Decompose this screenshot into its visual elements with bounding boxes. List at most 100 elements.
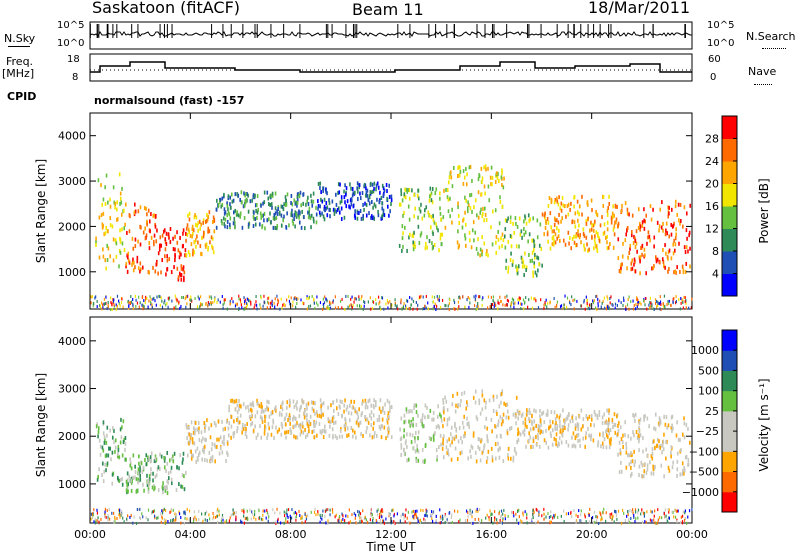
velocity-cell xyxy=(394,521,396,525)
velocity-cell xyxy=(668,516,670,520)
velocity-cell xyxy=(501,519,504,523)
velocity-cell xyxy=(435,425,438,430)
power-cell xyxy=(473,304,476,308)
power-cell xyxy=(300,298,302,302)
velocity-cell xyxy=(194,449,197,454)
velocity-cell xyxy=(267,513,269,517)
velocity-cell xyxy=(338,516,340,520)
velocity-cell xyxy=(487,449,490,454)
velocity-cell xyxy=(183,510,185,514)
velocity-cell xyxy=(602,510,604,514)
velocity-cell xyxy=(189,439,191,444)
power-cell xyxy=(90,301,92,305)
power-cell xyxy=(139,224,141,229)
power-cell xyxy=(317,204,320,209)
power-cell xyxy=(205,242,208,247)
velocity-cell xyxy=(209,517,211,521)
velocity-cell xyxy=(238,398,240,403)
velocity-cell xyxy=(412,514,414,518)
velocity-cell xyxy=(358,510,360,514)
power-cell xyxy=(295,200,297,205)
xtick-label: 00:00 xyxy=(74,528,106,541)
velocity-cell xyxy=(310,400,313,405)
velocity-cell xyxy=(197,452,200,457)
power-cell xyxy=(449,196,451,201)
velocity-cell xyxy=(304,512,306,516)
velocity-cell xyxy=(631,453,633,458)
power-cell xyxy=(112,237,115,242)
power-cell xyxy=(345,294,347,298)
power-cell xyxy=(157,251,160,256)
velocity-cell xyxy=(268,426,271,431)
power-cell xyxy=(227,210,230,215)
power-cell xyxy=(295,297,298,301)
velocity-cell xyxy=(405,409,408,414)
power-cell xyxy=(440,241,443,246)
power-cell xyxy=(299,190,302,195)
velocity-cell xyxy=(125,488,128,493)
power-cell xyxy=(612,227,615,232)
velocity-cell xyxy=(127,514,129,518)
velocity-cell xyxy=(588,433,590,438)
velocity-cell xyxy=(424,458,426,463)
power-cell xyxy=(573,240,576,245)
velocity-cell xyxy=(341,400,343,405)
velocity-cell xyxy=(387,411,390,416)
velocity-cell xyxy=(638,425,640,430)
power-cell xyxy=(239,214,242,219)
power-cell xyxy=(674,269,677,274)
velocity-cell xyxy=(373,398,375,403)
velocity-cell xyxy=(249,402,252,407)
power-cell xyxy=(483,241,486,246)
power-cell xyxy=(585,295,587,299)
power-cell xyxy=(473,205,475,210)
power-cell xyxy=(303,302,305,306)
velocity-cell xyxy=(107,513,109,517)
velocity-cell xyxy=(656,443,658,448)
power-cell xyxy=(689,264,691,269)
power-cell xyxy=(379,307,382,311)
power-cell xyxy=(666,302,668,306)
power-cell xyxy=(433,220,436,225)
power-cell xyxy=(123,226,126,231)
velocity-cell xyxy=(543,420,546,425)
power-cell xyxy=(267,300,269,304)
power-cell xyxy=(495,303,497,307)
power-cell xyxy=(453,301,456,305)
power-cell xyxy=(511,262,514,267)
power-cell xyxy=(514,216,517,221)
power-cell xyxy=(263,294,265,298)
velocity-cell xyxy=(379,519,381,523)
power-cell xyxy=(411,233,414,238)
velocity-cell xyxy=(188,432,191,437)
power-cell xyxy=(160,296,162,300)
power-cell xyxy=(484,212,487,217)
power-cell xyxy=(674,236,677,241)
velocity-cell xyxy=(313,510,316,514)
velocity-cell xyxy=(288,415,290,420)
velocity-cell xyxy=(589,434,592,439)
velocity-cell xyxy=(232,434,235,439)
velocity-cell xyxy=(471,521,473,525)
power-cell xyxy=(496,171,498,176)
velocity-cell xyxy=(286,514,288,518)
power-cell xyxy=(148,270,151,275)
power-cell xyxy=(305,202,307,207)
power-cell xyxy=(610,295,612,299)
power-cell xyxy=(481,214,484,219)
power-cell xyxy=(518,216,521,221)
velocity-cell xyxy=(321,513,323,517)
power-cell xyxy=(606,213,609,218)
power-cell xyxy=(603,230,606,235)
velocity-cell xyxy=(610,518,613,522)
power-cell xyxy=(174,258,176,263)
power-cell xyxy=(345,192,347,197)
power-cell xyxy=(640,245,642,250)
power-cell xyxy=(140,267,142,272)
power-cell xyxy=(592,223,595,228)
power-cell xyxy=(312,191,315,196)
velocity-cell xyxy=(287,508,290,512)
power-cell xyxy=(207,215,210,220)
power-cell xyxy=(114,205,116,210)
power-cell xyxy=(688,306,690,310)
